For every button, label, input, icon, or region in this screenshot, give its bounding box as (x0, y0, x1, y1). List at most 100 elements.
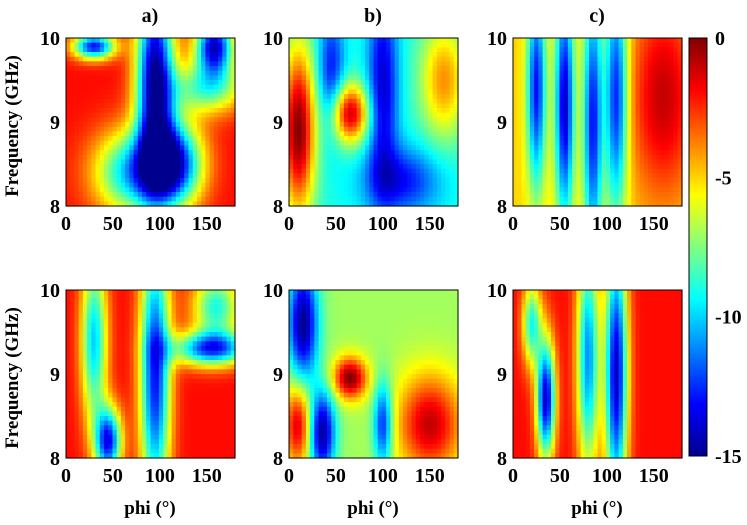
heatmap-cell (580, 145, 586, 151)
heatmap-cell (352, 187, 358, 193)
heatmap-cell (142, 187, 147, 193)
heatmap-cell (310, 145, 315, 151)
heatmap-cell (201, 84, 207, 90)
heatmap-cell (407, 187, 413, 193)
heatmap-cell (576, 80, 582, 86)
heatmap-cell (95, 42, 101, 48)
heatmap-cell (534, 201, 539, 207)
heatmap-cell (205, 187, 211, 193)
heatmap-cell (142, 159, 147, 165)
heatmap-cell (407, 173, 413, 179)
heatmap-cell (656, 187, 662, 193)
heatmap-cell (184, 52, 190, 58)
heatmap-cell (360, 84, 366, 90)
heatmap-cell (120, 341, 126, 347)
heatmap-cell (390, 164, 396, 170)
heatmap-cell (104, 313, 109, 319)
heatmap-cell (665, 80, 670, 86)
heatmap-cell (360, 80, 366, 86)
heatmap-cell (335, 70, 341, 76)
heatmap-cell (205, 61, 211, 67)
heatmap-cell (180, 164, 185, 170)
heatmap-cell (91, 122, 97, 128)
heatmap-cell (142, 304, 147, 310)
heatmap-cell (584, 131, 590, 137)
heatmap-cell (542, 47, 548, 53)
heatmap-cell (618, 75, 624, 81)
heatmap-cell (525, 112, 531, 118)
heatmap-cell (525, 187, 531, 193)
heatmap-cell (584, 117, 590, 123)
heatmap-cell (95, 196, 101, 202)
heatmap-cell (196, 150, 202, 156)
heatmap-cell (555, 80, 561, 86)
heatmap-cell (643, 201, 649, 207)
heatmap-cell (525, 66, 531, 72)
heatmap-cell (184, 187, 190, 193)
heatmap-cell (66, 388, 71, 394)
heatmap-cell (627, 122, 632, 128)
heatmap-cell (517, 182, 523, 188)
heatmap-cell (218, 98, 223, 104)
heatmap-cell (293, 126, 299, 132)
heatmap-cell (411, 187, 417, 193)
heatmap-cell (99, 304, 105, 310)
heatmap-cell (146, 126, 152, 132)
heatmap-cell (373, 52, 379, 58)
heatmap-cell (343, 187, 349, 193)
heatmap-cell (432, 154, 438, 160)
heatmap-cell (352, 136, 358, 142)
heatmap-cell (335, 56, 341, 62)
heatmap-cell (639, 192, 645, 198)
heatmap-cell (116, 378, 122, 384)
heatmap-cell (301, 38, 307, 44)
heatmap-cell (150, 187, 156, 193)
heatmap-cell (652, 70, 658, 76)
heatmap-cell (381, 117, 387, 123)
heatmap-cell (120, 360, 126, 366)
heatmap-cell (192, 164, 198, 170)
heatmap-cell (343, 140, 349, 146)
heatmap-cell (453, 182, 459, 188)
heatmap-cell (546, 164, 552, 170)
heatmap-cell (622, 168, 628, 174)
heatmap-cell (394, 38, 400, 44)
heatmap-cell (74, 406, 80, 412)
heatmap-cell (521, 84, 527, 90)
heatmap-cell (196, 178, 202, 184)
heatmap-cell (419, 66, 425, 72)
heatmap-cell (563, 136, 569, 142)
heatmap-cell (669, 192, 675, 198)
heatmap-cell (120, 448, 126, 454)
heatmap-cell (605, 42, 611, 48)
heatmap-cell (184, 84, 190, 90)
heatmap-cell (597, 117, 603, 123)
heatmap-cell (656, 66, 662, 72)
heatmap-cell (521, 94, 527, 100)
heatmap-cell (369, 52, 375, 58)
heatmap-cell (201, 182, 207, 188)
heatmap-cell (614, 154, 620, 160)
heatmap-cell (74, 308, 80, 314)
heatmap-cell (180, 52, 185, 58)
heatmap-cell (112, 346, 118, 352)
heatmap-cell (74, 154, 80, 160)
heatmap-cell (201, 61, 207, 67)
heatmap-cell (639, 47, 645, 53)
heatmap-cell (66, 196, 71, 202)
heatmap-cell (116, 98, 122, 104)
heatmap-cell (192, 192, 198, 198)
heatmap-cell (82, 122, 88, 128)
heatmap-cell (517, 103, 523, 109)
heatmap-cell (441, 168, 446, 174)
heatmap-cell (116, 397, 122, 403)
heatmap-cell (293, 131, 299, 137)
heatmap-cell (335, 182, 341, 188)
heatmap-cell (601, 126, 607, 132)
heatmap-cell (314, 164, 320, 170)
heatmap-cell (542, 140, 548, 146)
heatmap-cell (369, 178, 375, 184)
heatmap-cell (108, 402, 114, 408)
heatmap-cell (146, 108, 152, 114)
